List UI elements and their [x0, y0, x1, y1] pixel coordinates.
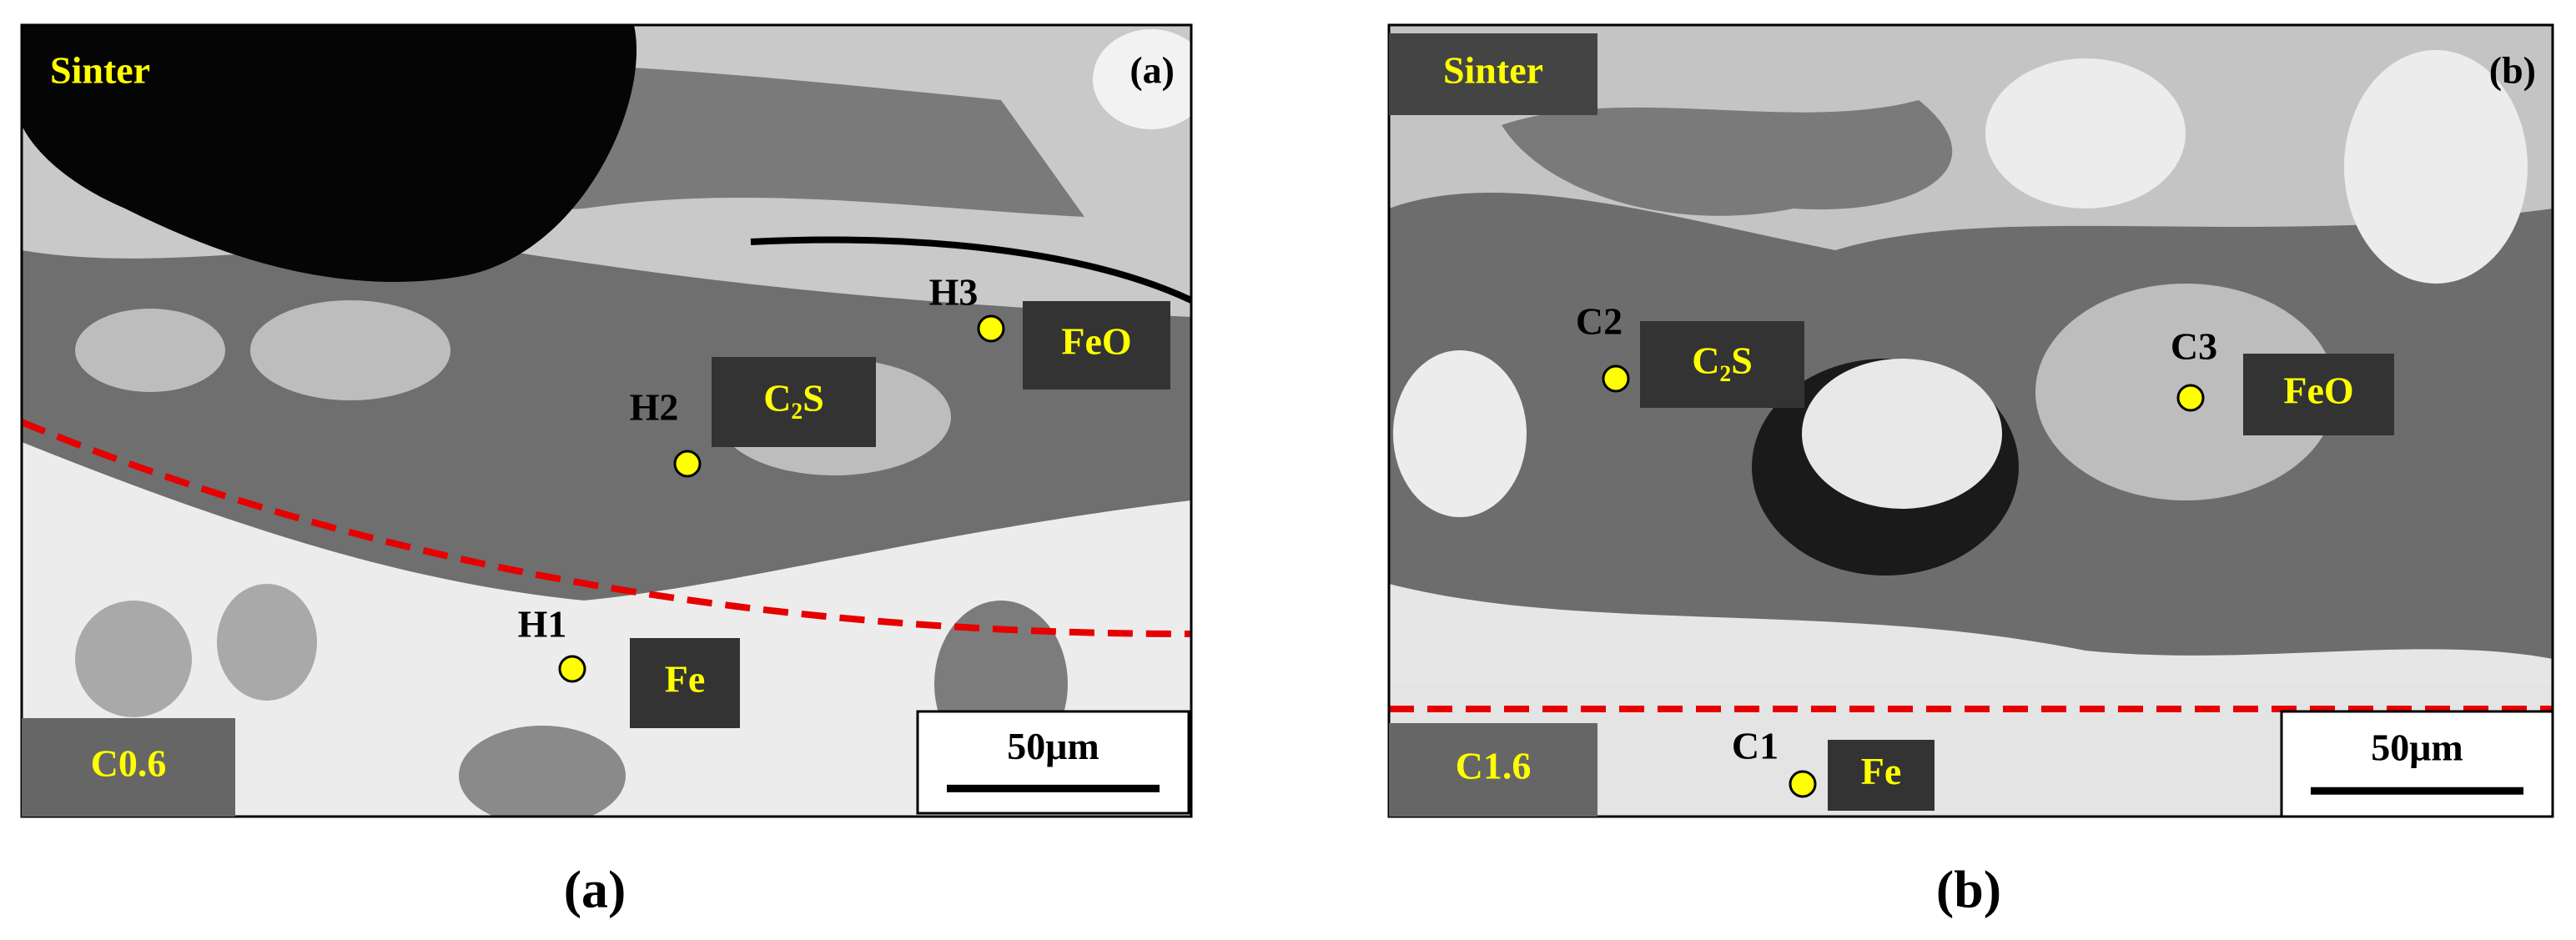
phase-label: Fe — [1861, 750, 1902, 792]
point-label: H1 — [518, 603, 567, 646]
label-box — [1023, 301, 1170, 390]
micrograph-b — [1389, 25, 2553, 817]
sinter-label: Sinter — [50, 49, 150, 92]
scale-label: 50μm — [2371, 726, 2463, 768]
phase-label: Fe — [665, 658, 706, 701]
frame-b — [1387, 23, 2554, 818]
label-box — [2243, 354, 2394, 435]
sample-label: C0.6 — [91, 742, 167, 785]
point-marker — [1602, 364, 1630, 393]
point-marker — [558, 655, 586, 683]
scale-label: 50μm — [1007, 725, 1099, 767]
point-marker — [977, 314, 1005, 343]
phase-label: FeO — [2283, 369, 2353, 412]
sinter-label: Sinter — [1443, 49, 1543, 92]
phase-label: C₂S — [763, 377, 824, 420]
panel-caption: (b) — [1936, 860, 2001, 919]
label-box — [1389, 723, 1597, 817]
frame-a — [20, 23, 1193, 818]
point-marker — [673, 450, 702, 478]
corner-label: (b) — [2489, 49, 2536, 92]
micrograph-a — [22, 25, 1191, 817]
point-label: C3 — [2171, 325, 2217, 368]
scale-bar — [2311, 787, 2523, 795]
panel: Sinter (a) H1 H2 H3 Fe C₂S FeO C0.6 50μm — [22, 49, 1190, 817]
point-label: H3 — [929, 271, 979, 314]
scale-bar — [947, 784, 1160, 792]
corner-label: (a) — [1130, 49, 1175, 92]
point-label: H2 — [630, 386, 679, 429]
point-marker — [1789, 770, 1817, 798]
label-box — [1389, 33, 1597, 115]
scale-box — [2280, 710, 2554, 818]
panel: Sinter (b) C1 C2 C3 Fe C₂S FeO C1.6 50μm — [1389, 33, 2554, 818]
point-label: C2 — [1576, 300, 1623, 343]
label-box — [712, 357, 876, 447]
label-box — [630, 638, 740, 728]
panel-caption: (a) — [564, 860, 626, 919]
phase-label: FeO — [1061, 320, 1131, 363]
phase-label: C₂S — [1692, 339, 1753, 382]
scale-box — [916, 710, 1190, 815]
label-box — [1640, 321, 1804, 408]
sample-label: C1.6 — [1456, 745, 1532, 787]
label-box — [22, 718, 235, 817]
point-marker — [2176, 384, 2205, 412]
label-box — [1828, 740, 1935, 811]
point-label: C1 — [1732, 725, 1779, 767]
